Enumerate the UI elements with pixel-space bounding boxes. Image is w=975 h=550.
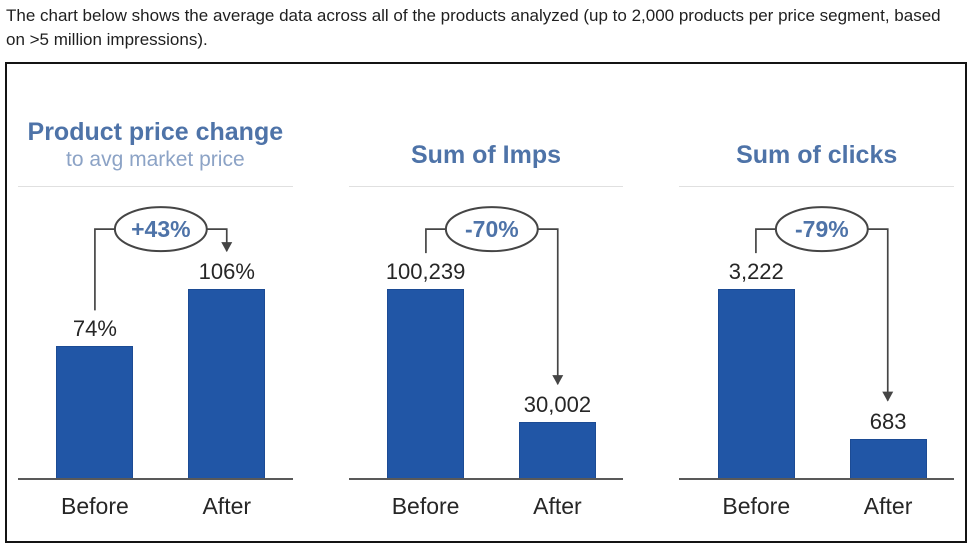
panel-title: Sum of Imps xyxy=(411,141,562,169)
panel-title: Sum of clicks xyxy=(736,141,898,169)
category-label-after: After xyxy=(533,493,582,519)
panel-title: Product price change xyxy=(27,117,284,146)
category-label-before: Before xyxy=(391,493,460,519)
svg-text:-79%: -79% xyxy=(795,216,849,242)
x-axis xyxy=(348,478,624,480)
title-divider xyxy=(18,186,293,187)
panel-price-change: Product price change to avg market price… xyxy=(18,64,293,541)
svg-text:-70%: -70% xyxy=(465,216,519,242)
value-label-after: 30,002 xyxy=(523,392,592,418)
plot-area: -79% 3,222 683 xyxy=(679,187,955,480)
value-label-before: 100,239 xyxy=(385,259,466,284)
category-labels: Before After xyxy=(679,480,954,541)
category-label-after: After xyxy=(863,493,913,519)
category-label-before: Before xyxy=(61,493,129,519)
svg-text:+43%: +43% xyxy=(131,216,190,242)
x-axis xyxy=(18,478,293,480)
panel-subtitle: to avg market price xyxy=(66,147,245,171)
value-label-before: 74% xyxy=(72,316,117,342)
bar-after xyxy=(188,289,266,479)
plot-area: +43% 74% 106% xyxy=(18,187,293,480)
value-label-before: 3,222 xyxy=(728,259,784,284)
plot-area: -70% 100,239 30,002 xyxy=(348,187,624,480)
bar-before xyxy=(717,289,795,479)
bar-before xyxy=(56,346,134,479)
intro-text: The chart below shows the average data a… xyxy=(6,6,941,50)
x-axis xyxy=(679,478,955,480)
title-divider xyxy=(679,186,955,187)
bar-before xyxy=(387,289,465,479)
panel-sum-of-imps: Sum of Imps -70% 100,239 30,002 Before A… xyxy=(348,64,624,541)
panel-sum-of-clicks: Sum of clicks -79% 3,222 683 Before Afte… xyxy=(679,64,955,541)
bar-after xyxy=(518,422,596,479)
value-label-after: 106% xyxy=(198,259,255,284)
panel-title-area: Product price change to avg market price xyxy=(18,64,293,186)
panel-title-area: Sum of Imps xyxy=(349,64,624,186)
category-labels: Before After xyxy=(349,480,624,541)
panel-title-area: Sum of clicks xyxy=(679,64,954,186)
bar-after xyxy=(849,438,927,479)
title-divider xyxy=(348,186,624,187)
category-label-after: After xyxy=(202,493,252,519)
chart-frame: Product price change to avg market price… xyxy=(5,62,967,543)
category-label-before: Before xyxy=(722,493,791,519)
value-label-after: 683 xyxy=(869,408,907,434)
category-labels: Before After xyxy=(18,480,293,541)
